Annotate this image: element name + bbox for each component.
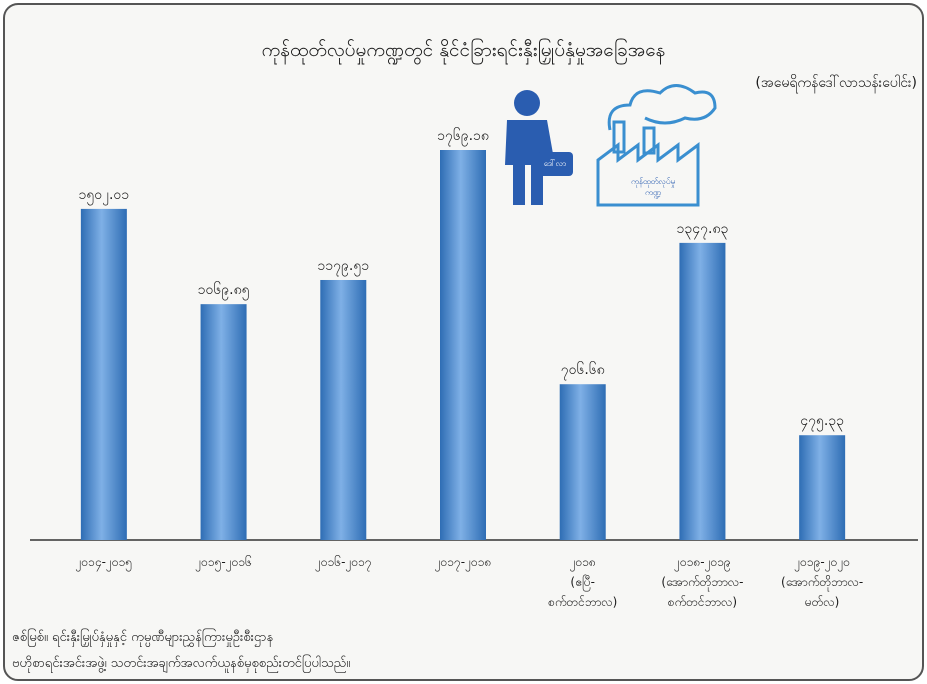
chart-title: ကုန်ထုတ်လုပ်မှုကဏ္ဍတွင် နိုင်ငံခြားရင်းန… [261, 39, 666, 61]
value-label: ၇၀၆.၆၈ [560, 362, 605, 379]
value-label: ၁၀၆၉.၈၅ [197, 282, 250, 299]
bar [440, 150, 486, 540]
bar [80, 208, 127, 540]
x-tick-label: ၂၀၁၇-၂၀၁၈ [434, 555, 492, 569]
bar [799, 435, 846, 540]
person-icon [505, 90, 573, 205]
source-note: ဇစ်မြစ်။ ရင်းနှီးမြှုပ်နှံမှုနှင့် ကုမ္ပ… [12, 630, 351, 671]
subtitle: (အမေရိကန်ဒေါ်လာသန်းပေါင်း) [755, 75, 917, 91]
value-label: ၁၁၇၉.၅၁ [317, 257, 370, 274]
value-label: ၁၃၄၇.၈၃ [676, 220, 729, 237]
annotation: ကုန်ထုတ်လုပ်မှု ကဏ္ဍ [630, 177, 676, 197]
x-tick-label: ၂၀၁၅-၂၀၁၆ [195, 555, 252, 569]
x-tick-label: ၂၀၁၈-၂၀၁၉ (အောက်တိုဘာလ- စက်တင်ဘာလ) [661, 555, 744, 609]
x-tick-label: ၂၀၁၈ (ဧပြီ- စက်တင်ဘာလ) [548, 555, 618, 609]
bar [559, 384, 606, 540]
factory-icon [596, 84, 717, 207]
x-tick-label: ၂၀၁၆-၂၀၁၇ [314, 555, 372, 569]
x-tick-label: ၂၀၁၄-၂၀၁၅ [75, 555, 133, 569]
value-label: ၁၅၀၂.၀၁ [78, 186, 130, 203]
bar [200, 304, 247, 540]
x-tick-label: ၂၀၁၉-၂၀၂၀ (အောက်တိုဘာလ- မတ်လ) [781, 555, 864, 609]
bar [320, 279, 367, 540]
value-label: ၁၇၆၉.၁၈ [437, 128, 489, 144]
value-label: ၄၇၅.၃၃ [800, 413, 845, 430]
bar [679, 242, 726, 540]
annotation: ဒေါ်လာ [543, 159, 567, 168]
